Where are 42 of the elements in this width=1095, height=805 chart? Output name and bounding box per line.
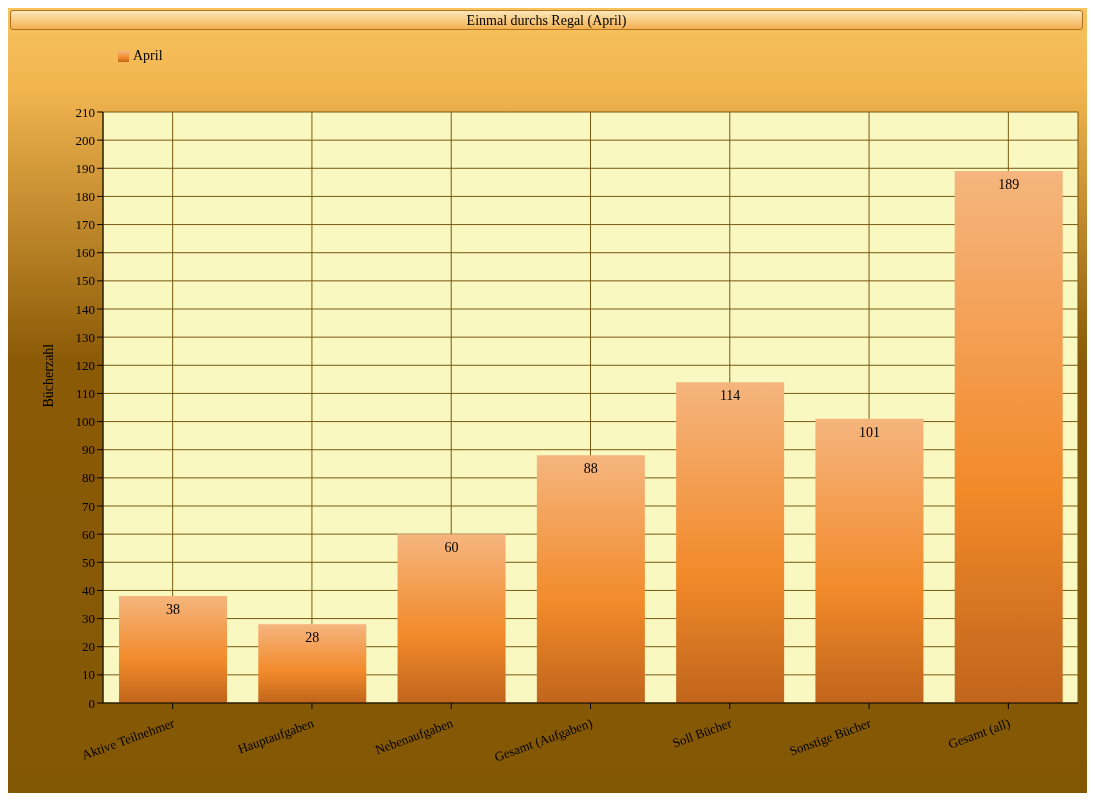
y-tick-label: 20 (82, 639, 95, 655)
x-tick-label: Gesamt (all) (946, 715, 1013, 752)
bar (536, 455, 645, 703)
y-tick-label: 60 (82, 526, 95, 542)
bar (119, 596, 227, 703)
y-tick-label: 120 (75, 357, 95, 373)
y-tick-label: 150 (75, 273, 95, 289)
data-label: 114 (719, 388, 741, 404)
y-tick-label: 180 (75, 189, 95, 205)
y-tick-label: 160 (75, 245, 95, 261)
legend-label: April (133, 48, 163, 63)
data-label: 28 (305, 630, 320, 646)
data-label: 60 (444, 540, 459, 556)
data-label: 88 (583, 461, 598, 477)
data-label: 38 (166, 602, 180, 617)
y-tick-label: 100 (75, 414, 95, 430)
y-tick-label: 80 (82, 470, 95, 486)
y-tick-label: 40 (82, 583, 95, 599)
bar (397, 534, 506, 703)
y-tick-label: 200 (75, 132, 95, 148)
y-tick-label: 190 (75, 160, 95, 176)
y-axis-title: Bücherzahl (40, 343, 56, 408)
bar (954, 171, 1063, 703)
y-tick-label: 140 (75, 301, 95, 317)
y-tick-label: 90 (82, 442, 95, 458)
chart-title: Einmal durchs Regal (April) (10, 10, 1083, 30)
data-label: 101 (858, 424, 880, 440)
y-tick-label: 170 (75, 217, 95, 233)
bar (258, 624, 367, 703)
y-tick-label: 210 (75, 104, 95, 120)
y-tick-label: 130 (75, 329, 95, 345)
y-tick-label: 30 (82, 611, 95, 627)
bar (815, 418, 924, 703)
bar (676, 382, 785, 703)
y-tick-label: 70 (82, 498, 95, 514)
y-tick-label: 10 (82, 667, 95, 683)
y-tick-label: 110 (75, 386, 95, 402)
y-tick-label: 0 (88, 695, 95, 711)
data-label: 189 (998, 177, 1020, 193)
y-tick-label: 50 (82, 554, 95, 570)
x-tick-label: Sonstige Bücher (787, 715, 874, 759)
x-tick-label: Soll Bücher (670, 715, 735, 751)
